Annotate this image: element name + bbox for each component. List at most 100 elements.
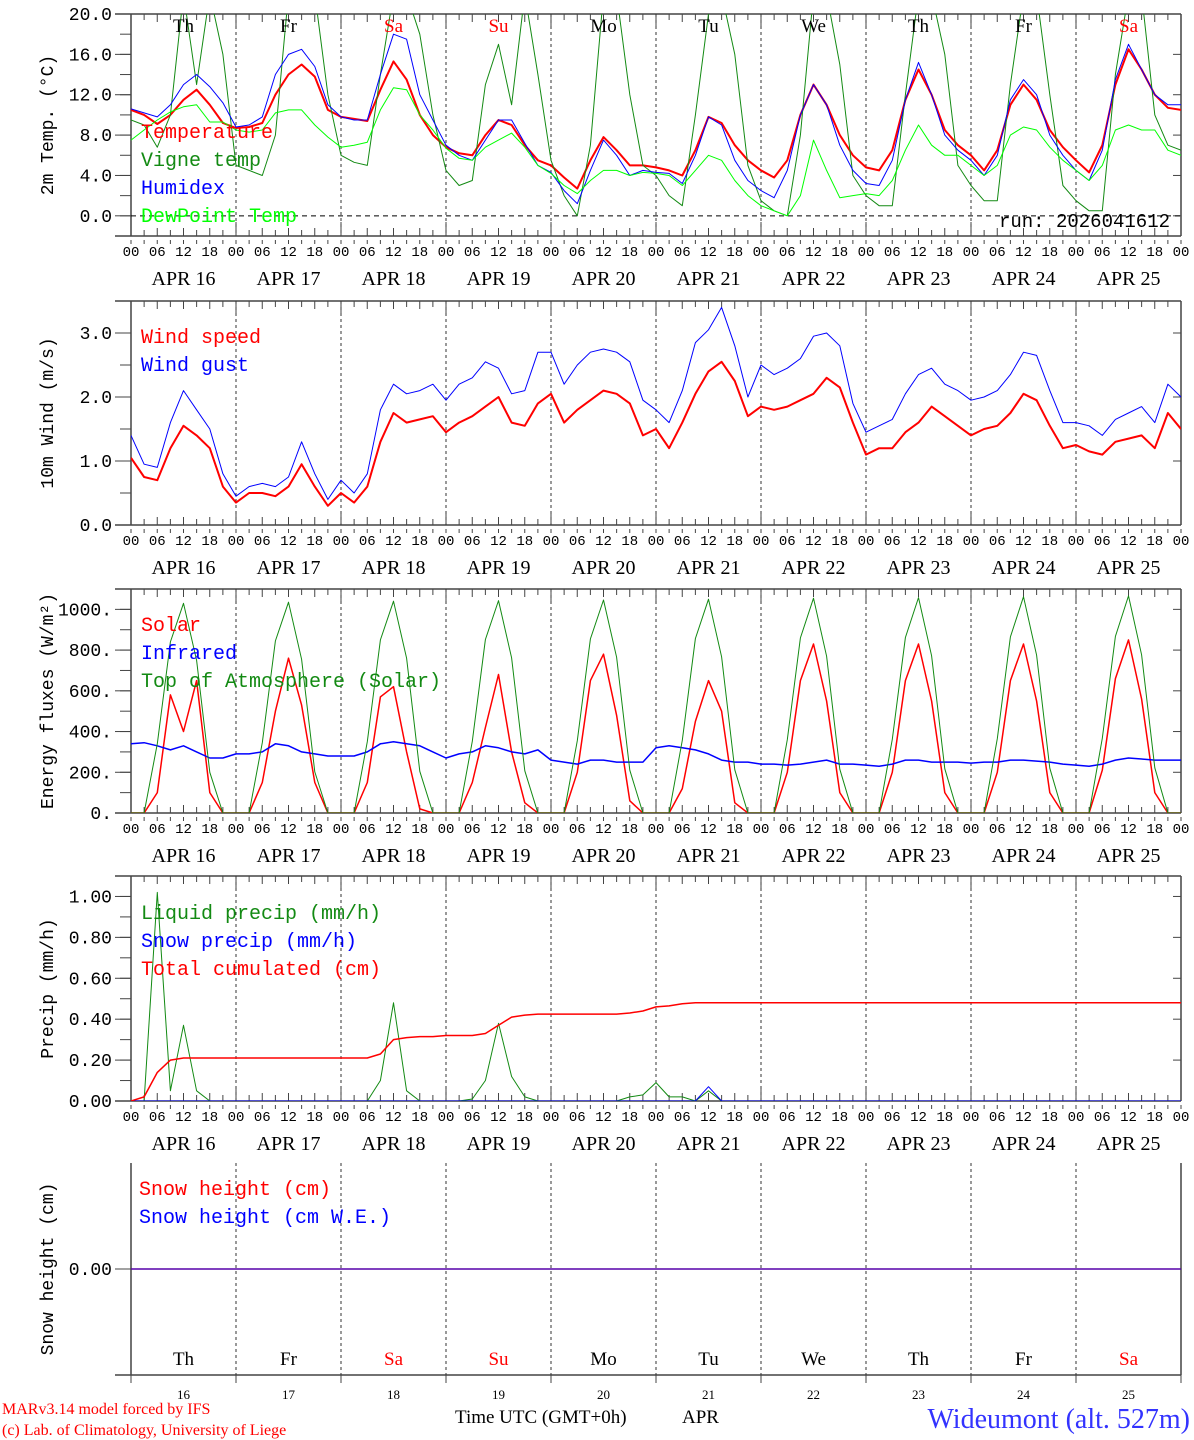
hour-label: 12: [910, 822, 927, 838]
legend-entry: Snow height (cm): [139, 1179, 331, 1202]
date-label: APR 19: [467, 1133, 531, 1155]
hour-label: 12: [280, 1110, 297, 1126]
weekday-label: Fr: [1015, 16, 1033, 37]
series-line-infrared: [131, 740, 1181, 767]
hour-label: 18: [621, 245, 638, 261]
month-label: APR: [682, 1407, 719, 1428]
weekday-label: We: [801, 16, 826, 37]
credit-lab: (c) Lab. of Climatology, University of L…: [2, 1422, 286, 1439]
hour-label: 12: [280, 822, 297, 838]
weekday-label: Th: [173, 1349, 195, 1370]
hour-label: 18: [621, 822, 638, 838]
hour-label: 00: [333, 1110, 350, 1126]
hour-label: 00: [438, 822, 455, 838]
day-number: 23: [912, 1387, 925, 1402]
hour-label: 12: [805, 534, 822, 550]
hour-label: 06: [674, 245, 691, 261]
weekday-label: Th: [908, 16, 930, 37]
date-label: APR 23: [887, 268, 951, 290]
date-label: APR 21: [677, 845, 741, 867]
hour-label: 06: [359, 822, 376, 838]
hour-label: 18: [726, 1110, 743, 1126]
legend-entry: Wind gust: [141, 355, 249, 378]
date-label: APR 25: [1097, 268, 1161, 290]
hour-label: 06: [674, 822, 691, 838]
hour-label: 12: [175, 245, 192, 261]
day-number: 24: [1017, 1387, 1031, 1402]
hour-label: 06: [464, 534, 481, 550]
hour-label: 06: [254, 534, 271, 550]
hour-label: 18: [831, 534, 848, 550]
date-label: APR 23: [887, 1133, 951, 1155]
date-label: APR 20: [572, 845, 636, 867]
hour-label: 00: [1068, 245, 1085, 261]
hour-label: 06: [359, 245, 376, 261]
hour-label: 00: [858, 822, 875, 838]
date-label: APR 18: [362, 268, 426, 290]
hour-label: 12: [805, 245, 822, 261]
date-label: APR 19: [467, 268, 531, 290]
hour-label: 06: [989, 1110, 1006, 1126]
weekday-label: Sa: [1119, 16, 1139, 37]
hour-label: 00: [753, 245, 770, 261]
date-label: APR 20: [572, 268, 636, 290]
hour-label: 18: [201, 822, 218, 838]
hour-label: 12: [385, 534, 402, 550]
y-tick-label: 0.0: [80, 208, 112, 228]
y-tick-label: 20.0: [69, 6, 112, 26]
hour-label: 18: [726, 822, 743, 838]
hour-label: 06: [1094, 1110, 1111, 1126]
hour-label: 06: [779, 245, 796, 261]
y-tick-label: 2.0: [80, 389, 112, 409]
hour-label: 18: [726, 245, 743, 261]
hour-label: 18: [411, 822, 428, 838]
hour-label: 12: [490, 822, 507, 838]
legend-entry: Temperature: [141, 122, 273, 145]
hour-label: 00: [123, 1110, 140, 1126]
y-tick-label: 4.0: [80, 167, 112, 187]
legend-entry: Vigne temp: [141, 150, 261, 173]
hour-label: 00: [753, 534, 770, 550]
hour-label: 12: [910, 245, 927, 261]
hour-label: 12: [385, 245, 402, 261]
series-line-top-of-atmosphere-solar: [131, 595, 1181, 813]
date-label: APR 22: [782, 1133, 846, 1155]
weekday-label: Su: [488, 1349, 509, 1370]
y-tick-label: 0.00: [69, 1093, 112, 1113]
hour-label: 06: [149, 822, 166, 838]
hour-label: 00: [123, 822, 140, 838]
day-number: 18: [387, 1387, 400, 1402]
y-tick-label: 1000.: [58, 601, 112, 621]
date-label: APR 18: [362, 845, 426, 867]
hour-label: 12: [385, 822, 402, 838]
weekday-label: Tu: [698, 1349, 719, 1370]
series-group: [131, 14, 1181, 217]
legend-entry: Humidex: [141, 178, 225, 201]
hour-label: 06: [464, 245, 481, 261]
run-label: run: 2026041612: [999, 211, 1170, 233]
legend-entry: Wind speed: [141, 327, 261, 350]
series-line-total-cumulated-cm: [131, 1002, 1181, 1101]
series-group: [131, 595, 1181, 813]
series-line-wind-speed: [131, 360, 1181, 507]
hour-label: 12: [595, 822, 612, 838]
y-tick-label: 16.0: [69, 46, 112, 66]
y-tick-label: 0.00: [69, 1261, 112, 1281]
hour-label: 06: [884, 245, 901, 261]
hour-label: 06: [254, 822, 271, 838]
hour-label: 12: [280, 245, 297, 261]
hour-label: 00: [1173, 534, 1190, 550]
series-line-liquid-precip-mm-h: [131, 891, 1181, 1101]
day-number: 20: [597, 1387, 610, 1402]
date-label: APR 22: [782, 557, 846, 579]
y-axis-label: Precip (mm/h): [39, 918, 59, 1058]
date-label: APR 23: [887, 557, 951, 579]
day-number: 19: [492, 1387, 505, 1402]
hour-label: 18: [1041, 1110, 1058, 1126]
y-axis-label: Snow height (cm): [39, 1183, 59, 1356]
date-label: APR 16: [152, 557, 216, 579]
legend-entry: Total cumulated (cm): [141, 959, 381, 982]
hour-label: 00: [963, 822, 980, 838]
hour-label: 06: [569, 245, 586, 261]
